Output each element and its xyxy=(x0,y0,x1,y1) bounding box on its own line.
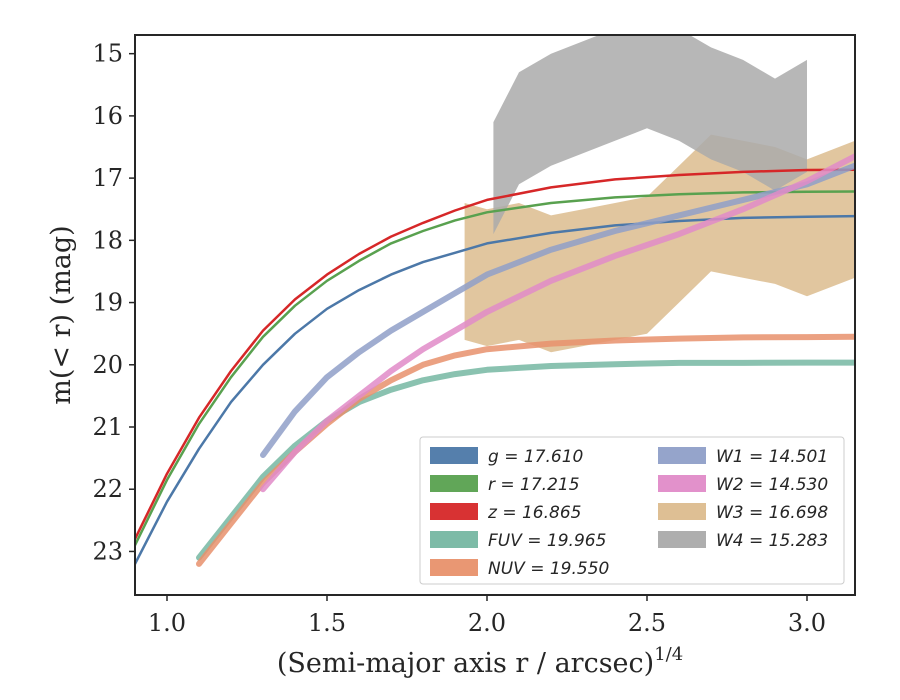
legend-swatch xyxy=(658,475,706,492)
x-axis-label: (Semi-major axis r / arcsec) xyxy=(277,648,654,679)
legend-entry: W1 = 14.501 xyxy=(716,447,828,467)
y-tick-label: 16 xyxy=(92,102,123,130)
legend-entry: W3 = 16.698 xyxy=(716,503,828,523)
legend-box xyxy=(419,436,845,585)
y-tick-label: 21 xyxy=(92,413,123,441)
y-tick-label: 20 xyxy=(92,351,123,379)
y-axis-title: m(< r) (mag) xyxy=(46,225,77,404)
y-tick-label: 22 xyxy=(92,475,123,503)
x-tick-label: 3.0 xyxy=(788,609,826,637)
legend-swatch xyxy=(430,475,478,492)
legend: g = 17.610 r = 17.215 z = 16.865 FUV = 19.9… xyxy=(419,436,845,585)
legend-entry: W2 = 14.530 xyxy=(716,475,828,495)
legend-entry: W4 = 15.283 xyxy=(716,531,828,551)
y-tick-label: 23 xyxy=(92,537,123,565)
series-line-z xyxy=(135,168,855,541)
series-line-w1 xyxy=(260,162,855,458)
y-tick-label: 17 xyxy=(92,164,123,192)
y-tick-label: 15 xyxy=(92,40,123,68)
y-tick-label: 19 xyxy=(92,289,123,317)
legend-entry: r = 17.215 xyxy=(488,475,580,495)
legend-swatch xyxy=(658,447,706,464)
band-w4 xyxy=(493,35,807,235)
plot-frame xyxy=(134,34,856,596)
legend-entry: NUV = 19.550 xyxy=(488,559,609,579)
legend-swatch xyxy=(658,503,706,520)
x-tick-label: 2.5 xyxy=(628,609,666,637)
series-line-w2 xyxy=(260,153,855,493)
legend-swatch xyxy=(658,531,706,548)
legend-swatch xyxy=(430,559,478,576)
x-axis-label-superscript: 1/4 xyxy=(654,644,683,665)
series-line-fuv xyxy=(196,359,855,561)
x-tick-label: 1.5 xyxy=(308,609,346,637)
series-line-g xyxy=(135,214,855,566)
legend-swatch xyxy=(430,503,478,520)
x-tick-label: 2.0 xyxy=(468,609,506,637)
legend-swatch xyxy=(430,447,478,464)
series-line-r xyxy=(135,190,855,547)
x-tick-label: 1.0 xyxy=(148,609,186,637)
legend-entry: g = 17.610 xyxy=(488,447,583,467)
x-axis-title: (Semi-major axis r / arcsec)1/4 xyxy=(277,644,683,679)
legend-entry: z = 16.865 xyxy=(487,503,581,523)
legend-swatch xyxy=(430,531,478,548)
y-tick-label: 18 xyxy=(92,226,123,254)
legend-entry: FUV = 19.965 xyxy=(488,531,606,551)
